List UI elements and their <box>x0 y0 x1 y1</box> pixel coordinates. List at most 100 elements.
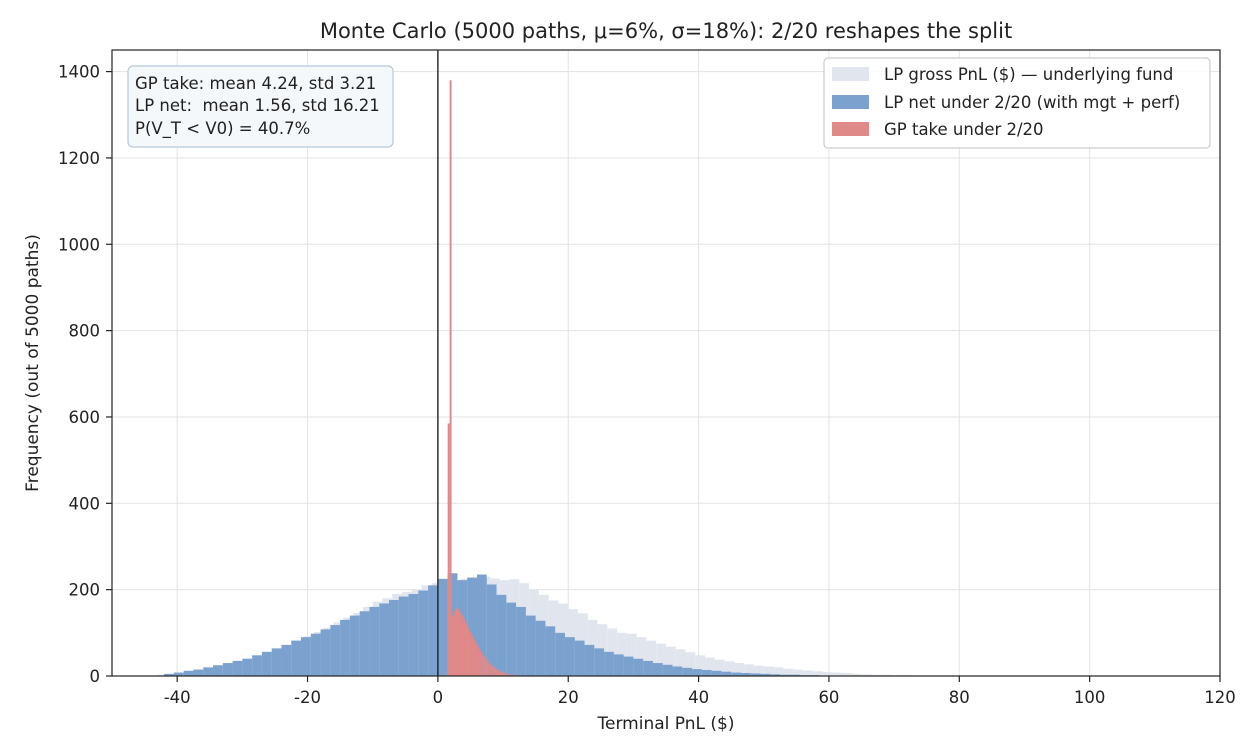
bar-lp-net <box>760 673 771 676</box>
bar-lp-net <box>398 596 409 676</box>
y-tick-label: 600 <box>69 408 101 427</box>
bar-lp-net <box>242 658 253 676</box>
bar-lp-net <box>379 603 389 676</box>
bar-lp-gross <box>793 669 803 676</box>
bar-lp-net <box>271 648 282 676</box>
bar-lp-net <box>789 674 800 676</box>
bar-gp-take <box>463 619 466 676</box>
bar-lp-gross <box>783 668 794 676</box>
x-tick-label: -20 <box>294 688 321 707</box>
bar-lp-net <box>516 606 526 676</box>
bar-lp-gross <box>851 673 862 676</box>
bar-gp-take <box>482 656 485 676</box>
bar-lp-gross <box>646 640 657 676</box>
bar-gp-take <box>504 672 507 676</box>
bar-lp-net <box>535 620 546 676</box>
y-tick-label: 0 <box>90 667 101 686</box>
bar-lp-net <box>525 615 536 676</box>
x-tick-label: 120 <box>1204 688 1236 707</box>
x-tick-label: 60 <box>818 688 839 707</box>
bar-lp-gross <box>685 652 696 676</box>
bar-gp-take <box>469 631 472 676</box>
bar-lp-net <box>359 611 370 676</box>
legend-label-net: LP net under 2/20 (with mgt + perf) <box>884 93 1180 112</box>
bar-lp-net <box>291 640 302 676</box>
bar-lp-net <box>672 666 683 676</box>
bar-gp-take <box>471 635 474 676</box>
bar-gp-take <box>457 609 460 676</box>
bar-lp-net <box>389 600 399 676</box>
stats-line-gp: GP take: mean 4.24, std 3.21 <box>135 74 376 93</box>
bar-gp-take <box>490 665 493 676</box>
legend-frame <box>823 57 1211 149</box>
stats-line-prob: P(V_T < V0) = 40.7% <box>135 119 310 139</box>
bar-lp-net <box>164 673 174 676</box>
bar-lp-net <box>222 663 233 676</box>
bar-lp-gross <box>802 670 813 676</box>
bar-lp-net <box>476 574 487 676</box>
bar-lp-net <box>261 651 272 676</box>
stats-line-lp: LP net: mean 1.56, std 16.21 <box>135 96 380 115</box>
bar-lp-net <box>408 593 419 676</box>
bar-lp-net <box>496 594 507 676</box>
bar-lp-net <box>780 674 790 676</box>
bar-lp-net <box>555 632 565 676</box>
y-axis-label: Frequency (out of 5000 paths) <box>23 234 43 492</box>
bar-lp-net <box>203 667 214 676</box>
bar-lp-net <box>349 615 360 676</box>
bar-lp-net <box>770 674 781 676</box>
bar-lp-gross <box>724 661 735 676</box>
legend-label-gp: GP take under 2/20 <box>884 120 1044 139</box>
bar-lp-gross <box>812 671 823 676</box>
bar-lp-net <box>721 671 732 676</box>
bar-lp-net <box>310 633 321 676</box>
bar-lp-net <box>193 669 204 676</box>
bar-gp-take <box>467 627 470 676</box>
legend-swatch-gp <box>832 122 869 136</box>
x-tick-label: -40 <box>164 688 191 707</box>
bar-gp-take <box>512 674 515 676</box>
bar-lp-net <box>692 669 702 676</box>
bar-lp-gross <box>695 655 706 676</box>
bar-lp-net <box>633 658 644 676</box>
x-axis-label: Terminal PnL ($) <box>597 714 735 734</box>
bar-lp-gross <box>714 659 725 676</box>
bar-lp-gross <box>744 664 754 676</box>
bar-lp-gross <box>822 672 833 676</box>
chart-title: Monte Carlo (5000 paths, μ=6%, σ=18%): 2… <box>320 19 1012 43</box>
bar-lp-net <box>623 656 634 676</box>
bar-gp-take <box>453 611 456 676</box>
bar-lp-net <box>711 670 722 676</box>
bar-lp-net <box>506 602 517 676</box>
bar-lp-gross <box>636 637 647 676</box>
bar-lp-net <box>418 590 429 676</box>
bar-lp-gross <box>675 649 686 676</box>
bar-lp-net <box>486 584 497 676</box>
legend-swatch-gross <box>832 67 869 81</box>
bar-lp-net <box>173 672 184 676</box>
bar-lp-net <box>232 660 243 676</box>
bar-gp-take <box>486 661 489 676</box>
legend: LP gross PnL ($) — underlying fund LP ne… <box>823 57 1211 149</box>
bar-lp-gross <box>871 674 882 676</box>
bar-lp-gross <box>753 665 764 676</box>
y-tick-label: 1400 <box>58 63 100 82</box>
y-tick-label: 200 <box>69 581 101 600</box>
bar-lp-net <box>369 606 380 676</box>
bar-gp-take <box>465 623 468 676</box>
bar-lp-net <box>467 577 477 676</box>
bar-lp-net <box>281 644 292 676</box>
bar-gp-take <box>455 607 458 676</box>
bar-lp-net <box>584 644 595 676</box>
x-axis: -40 -20 0 20 40 60 80 100 120 <box>164 676 1236 707</box>
bar-lp-net <box>652 663 663 676</box>
bar-gp-take <box>459 612 462 676</box>
stats-box: GP take: mean 4.24, std 3.21 LP net: mea… <box>127 65 394 148</box>
bar-gp-take <box>494 668 497 676</box>
y-axis: 0 200 400 600 800 1000 1200 1400 <box>58 63 112 686</box>
plot-frame <box>111 49 1221 677</box>
bar-lp-net <box>682 667 693 676</box>
bar-lp-net <box>701 669 712 676</box>
bar-lp-gross <box>773 667 784 676</box>
